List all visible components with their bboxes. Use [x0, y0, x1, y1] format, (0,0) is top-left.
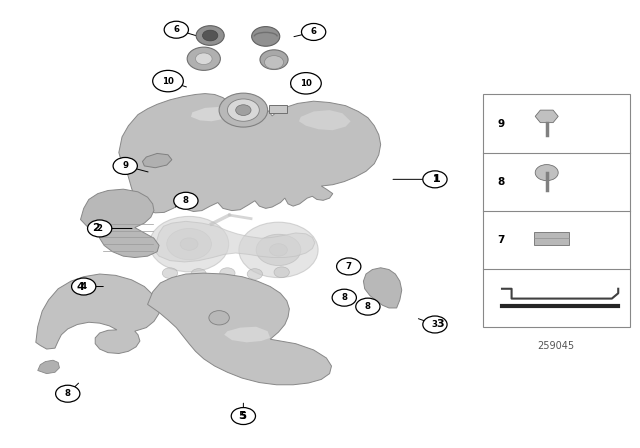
- Text: 4: 4: [77, 281, 84, 292]
- Circle shape: [332, 289, 356, 306]
- Circle shape: [150, 216, 228, 272]
- Text: 8: 8: [341, 293, 348, 302]
- Circle shape: [227, 99, 259, 121]
- Polygon shape: [535, 110, 558, 123]
- Circle shape: [187, 47, 220, 70]
- Circle shape: [153, 70, 183, 92]
- Circle shape: [260, 50, 288, 69]
- Text: 5: 5: [241, 412, 246, 421]
- Circle shape: [247, 269, 262, 280]
- Circle shape: [202, 30, 218, 41]
- Circle shape: [88, 220, 112, 237]
- Circle shape: [256, 234, 301, 266]
- Circle shape: [220, 268, 235, 279]
- Circle shape: [56, 385, 80, 402]
- Polygon shape: [36, 274, 159, 353]
- Text: 8: 8: [497, 177, 504, 186]
- Text: 9: 9: [122, 161, 128, 170]
- Circle shape: [113, 157, 138, 174]
- FancyBboxPatch shape: [483, 95, 630, 327]
- FancyBboxPatch shape: [534, 233, 569, 245]
- Circle shape: [164, 21, 188, 38]
- Circle shape: [163, 268, 177, 279]
- Text: 4: 4: [81, 282, 87, 291]
- Text: 6: 6: [310, 27, 317, 36]
- Circle shape: [236, 105, 251, 116]
- Circle shape: [264, 56, 284, 69]
- Circle shape: [423, 171, 447, 188]
- Text: 8: 8: [65, 389, 71, 398]
- Circle shape: [356, 298, 380, 315]
- Text: 10: 10: [162, 77, 174, 86]
- Text: 2: 2: [93, 224, 100, 233]
- Circle shape: [291, 73, 321, 94]
- Polygon shape: [119, 94, 381, 213]
- Circle shape: [274, 267, 289, 278]
- Text: 3: 3: [432, 320, 438, 329]
- Polygon shape: [364, 268, 402, 308]
- Text: 9: 9: [497, 119, 504, 129]
- Text: 3: 3: [436, 319, 444, 329]
- Text: 6: 6: [173, 25, 179, 34]
- Circle shape: [173, 192, 198, 209]
- Polygon shape: [154, 221, 315, 262]
- Circle shape: [337, 258, 361, 275]
- Circle shape: [180, 238, 198, 250]
- Circle shape: [535, 164, 558, 181]
- Text: 5: 5: [238, 411, 246, 421]
- Polygon shape: [143, 153, 172, 168]
- Text: 1: 1: [432, 175, 438, 184]
- Polygon shape: [148, 273, 332, 385]
- Polygon shape: [38, 360, 60, 374]
- Circle shape: [167, 228, 211, 260]
- Text: 259045: 259045: [538, 341, 575, 351]
- Circle shape: [239, 222, 318, 278]
- Circle shape: [423, 316, 447, 333]
- FancyBboxPatch shape: [269, 105, 287, 113]
- Text: 10: 10: [300, 79, 312, 88]
- Text: 8: 8: [183, 196, 189, 205]
- Text: 8: 8: [365, 302, 371, 311]
- Text: 2: 2: [97, 224, 102, 233]
- Circle shape: [252, 26, 280, 46]
- Text: 7: 7: [497, 235, 504, 245]
- Circle shape: [219, 93, 268, 127]
- Polygon shape: [299, 110, 351, 130]
- Polygon shape: [224, 327, 270, 342]
- Text: 7: 7: [346, 262, 352, 271]
- Circle shape: [191, 269, 206, 280]
- Circle shape: [269, 244, 287, 256]
- Polygon shape: [81, 189, 159, 258]
- Polygon shape: [191, 107, 230, 121]
- Circle shape: [301, 23, 326, 40]
- Circle shape: [72, 278, 96, 295]
- Text: 1: 1: [433, 174, 440, 184]
- Circle shape: [196, 26, 224, 45]
- Circle shape: [231, 408, 255, 425]
- Circle shape: [209, 310, 229, 325]
- Circle shape: [195, 53, 212, 65]
